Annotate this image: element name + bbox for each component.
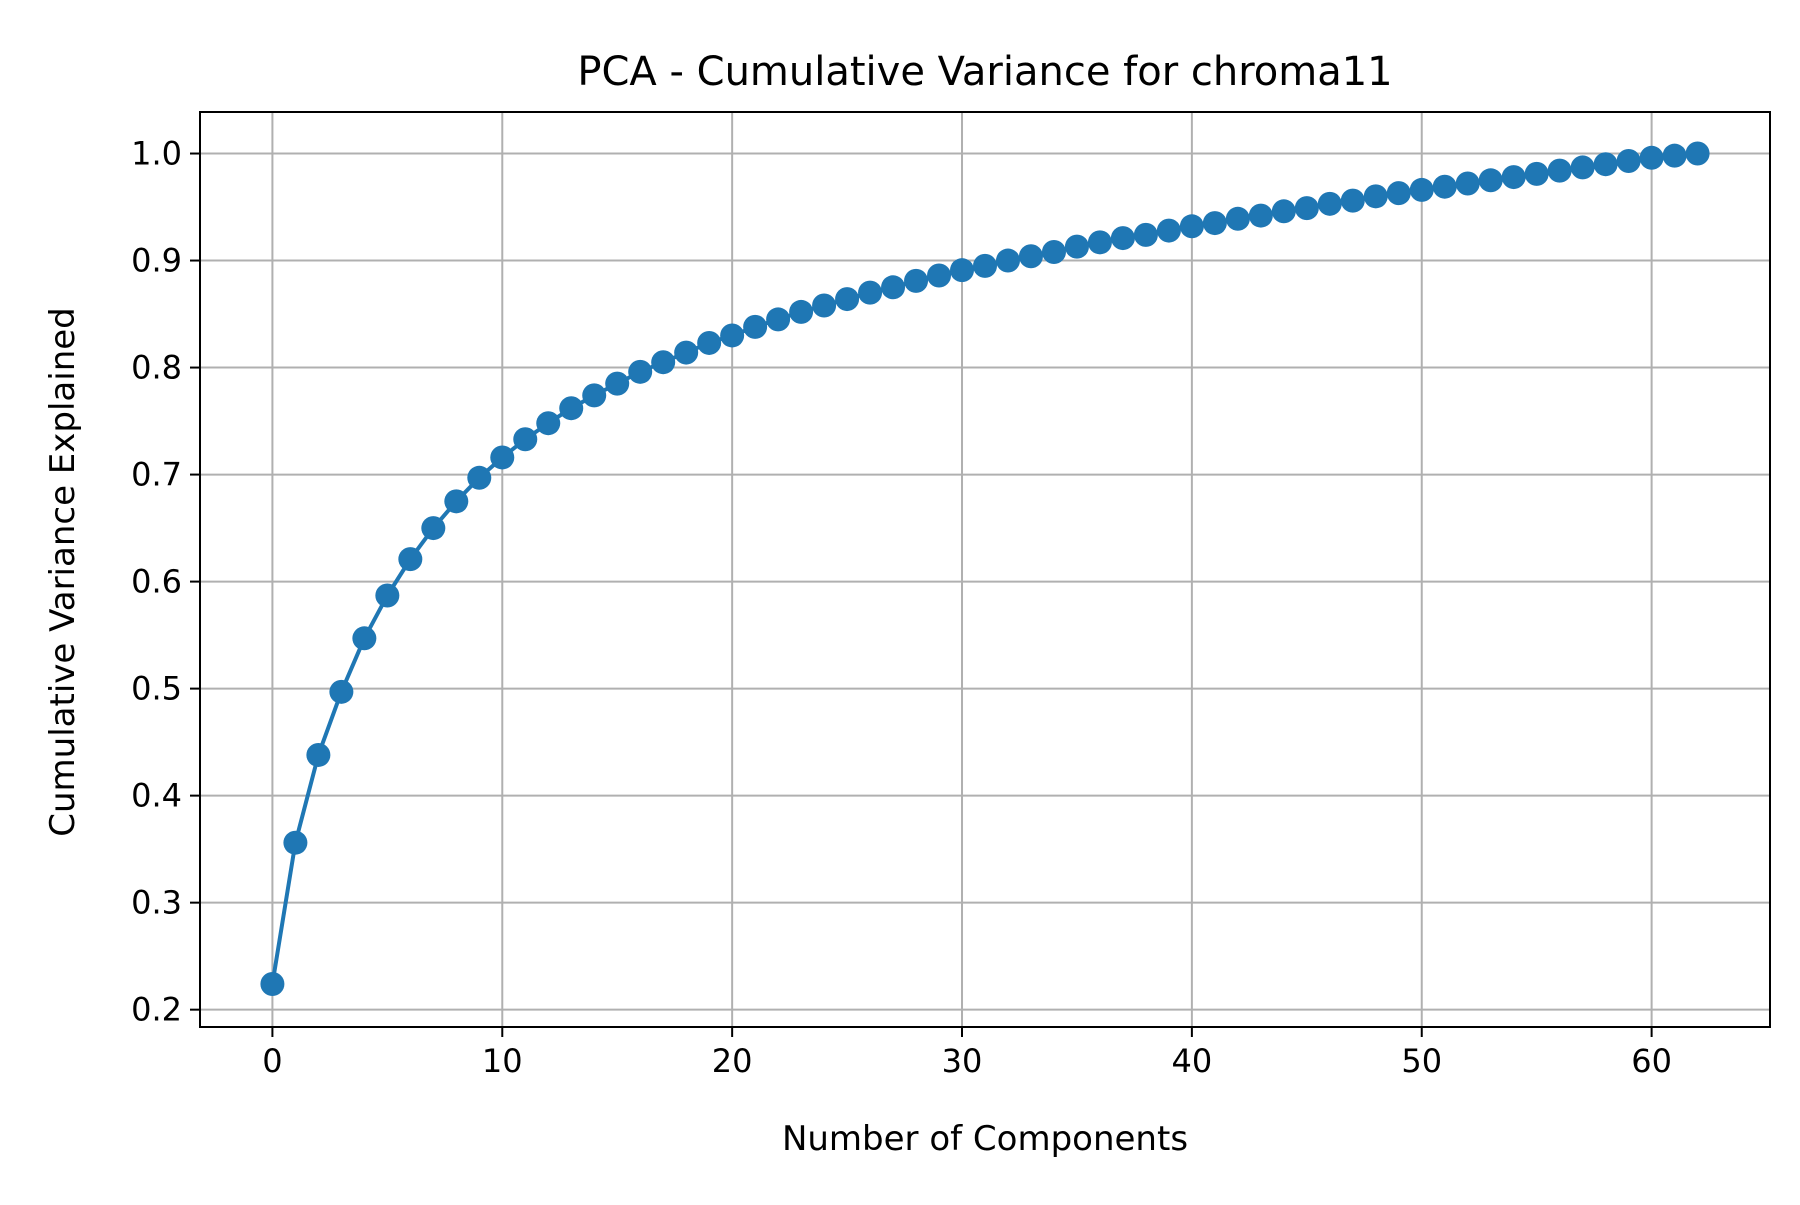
data-point	[812, 293, 837, 318]
data-point	[1662, 143, 1687, 168]
data-point	[1432, 174, 1457, 199]
data-point	[490, 445, 515, 470]
data-point	[352, 626, 377, 651]
data-point	[421, 516, 446, 541]
grid-lines	[200, 112, 1770, 1027]
data-point	[743, 314, 768, 339]
data-point	[766, 307, 791, 332]
y-tick-label: 0.9	[131, 242, 182, 280]
data-point	[1685, 141, 1710, 166]
data-point	[950, 258, 975, 283]
data-point	[973, 253, 997, 278]
data-point	[697, 330, 722, 355]
x-tick-label: 30	[942, 1042, 983, 1080]
chart-title: PCA - Cumulative Variance for chroma11	[577, 49, 1392, 95]
data-point	[789, 299, 814, 324]
data-point	[1639, 145, 1664, 170]
y-tick-label: 0.2	[131, 991, 182, 1029]
data-point	[1294, 196, 1319, 221]
y-tick-label: 1.0	[131, 135, 182, 173]
x-tick-label: 0	[262, 1042, 282, 1080]
y-tick-label: 0.8	[131, 349, 182, 387]
data-point	[1087, 230, 1112, 255]
data-point	[398, 547, 423, 572]
data-point	[1501, 165, 1526, 190]
data-point	[467, 465, 492, 490]
y-tick-label: 0.6	[131, 563, 182, 601]
data-point	[674, 340, 699, 365]
data-point	[1271, 199, 1296, 224]
series-layer	[260, 141, 1710, 996]
data-point	[513, 427, 538, 452]
x-tick-label: 20	[712, 1042, 753, 1080]
y-tick-label: 0.3	[131, 884, 182, 922]
data-point	[1363, 184, 1388, 209]
data-point	[1478, 168, 1503, 193]
data-point	[1225, 206, 1250, 231]
data-point	[1156, 218, 1181, 243]
data-point	[927, 263, 952, 288]
x-tick-label: 60	[1631, 1042, 1672, 1080]
data-point	[1386, 181, 1411, 206]
data-point	[1524, 161, 1549, 186]
y-tick-label: 0.7	[131, 456, 182, 494]
y-tick-label: 0.5	[131, 670, 182, 708]
data-point	[375, 583, 400, 608]
x-tick-label: 40	[1172, 1042, 1213, 1080]
data-point	[904, 268, 929, 293]
data-point	[582, 383, 607, 408]
data-point	[605, 371, 630, 396]
data-point	[858, 280, 883, 305]
data-point	[283, 830, 308, 855]
data-point	[1547, 158, 1572, 183]
series-line	[270, 151, 1698, 985]
data-point	[1409, 177, 1434, 202]
data-point	[1133, 222, 1158, 247]
data-point	[995, 248, 1020, 273]
data-point	[720, 323, 745, 348]
data-point	[1455, 171, 1480, 196]
data-point	[628, 359, 653, 384]
plot-area-frame	[199, 111, 1771, 1028]
data-point	[1570, 155, 1595, 180]
x-tick-label: 10	[482, 1042, 523, 1080]
data-point	[835, 287, 860, 312]
data-point	[536, 411, 561, 436]
x-axis-label: Number of Components	[782, 1119, 1188, 1159]
data-point	[1202, 211, 1227, 236]
data-point	[1041, 239, 1066, 264]
data-point	[651, 350, 676, 375]
x-tick-label: 50	[1401, 1042, 1442, 1080]
data-point	[1179, 214, 1204, 239]
data-point	[1064, 234, 1089, 259]
data-point	[260, 971, 285, 996]
data-point	[1340, 188, 1365, 213]
y-axis-label: Cumulative Variance Explained	[43, 307, 83, 837]
data-point	[1616, 149, 1641, 174]
data-point	[1317, 191, 1342, 216]
data-point	[1110, 226, 1135, 251]
axis-ticks: 0 10 20 30 40 50 60 0.2 0.3 0.4 0.5 0.6 0.7 0.8 0.9 1.0	[131, 135, 1672, 1080]
data-point	[1018, 244, 1043, 269]
data-point	[559, 396, 584, 421]
data-point	[444, 489, 469, 514]
data-point	[306, 742, 331, 767]
y-tick-label: 0.4	[131, 777, 182, 815]
data-point	[881, 275, 906, 300]
data-point	[1248, 203, 1273, 228]
data-point	[1593, 152, 1618, 177]
data-point	[329, 679, 354, 704]
